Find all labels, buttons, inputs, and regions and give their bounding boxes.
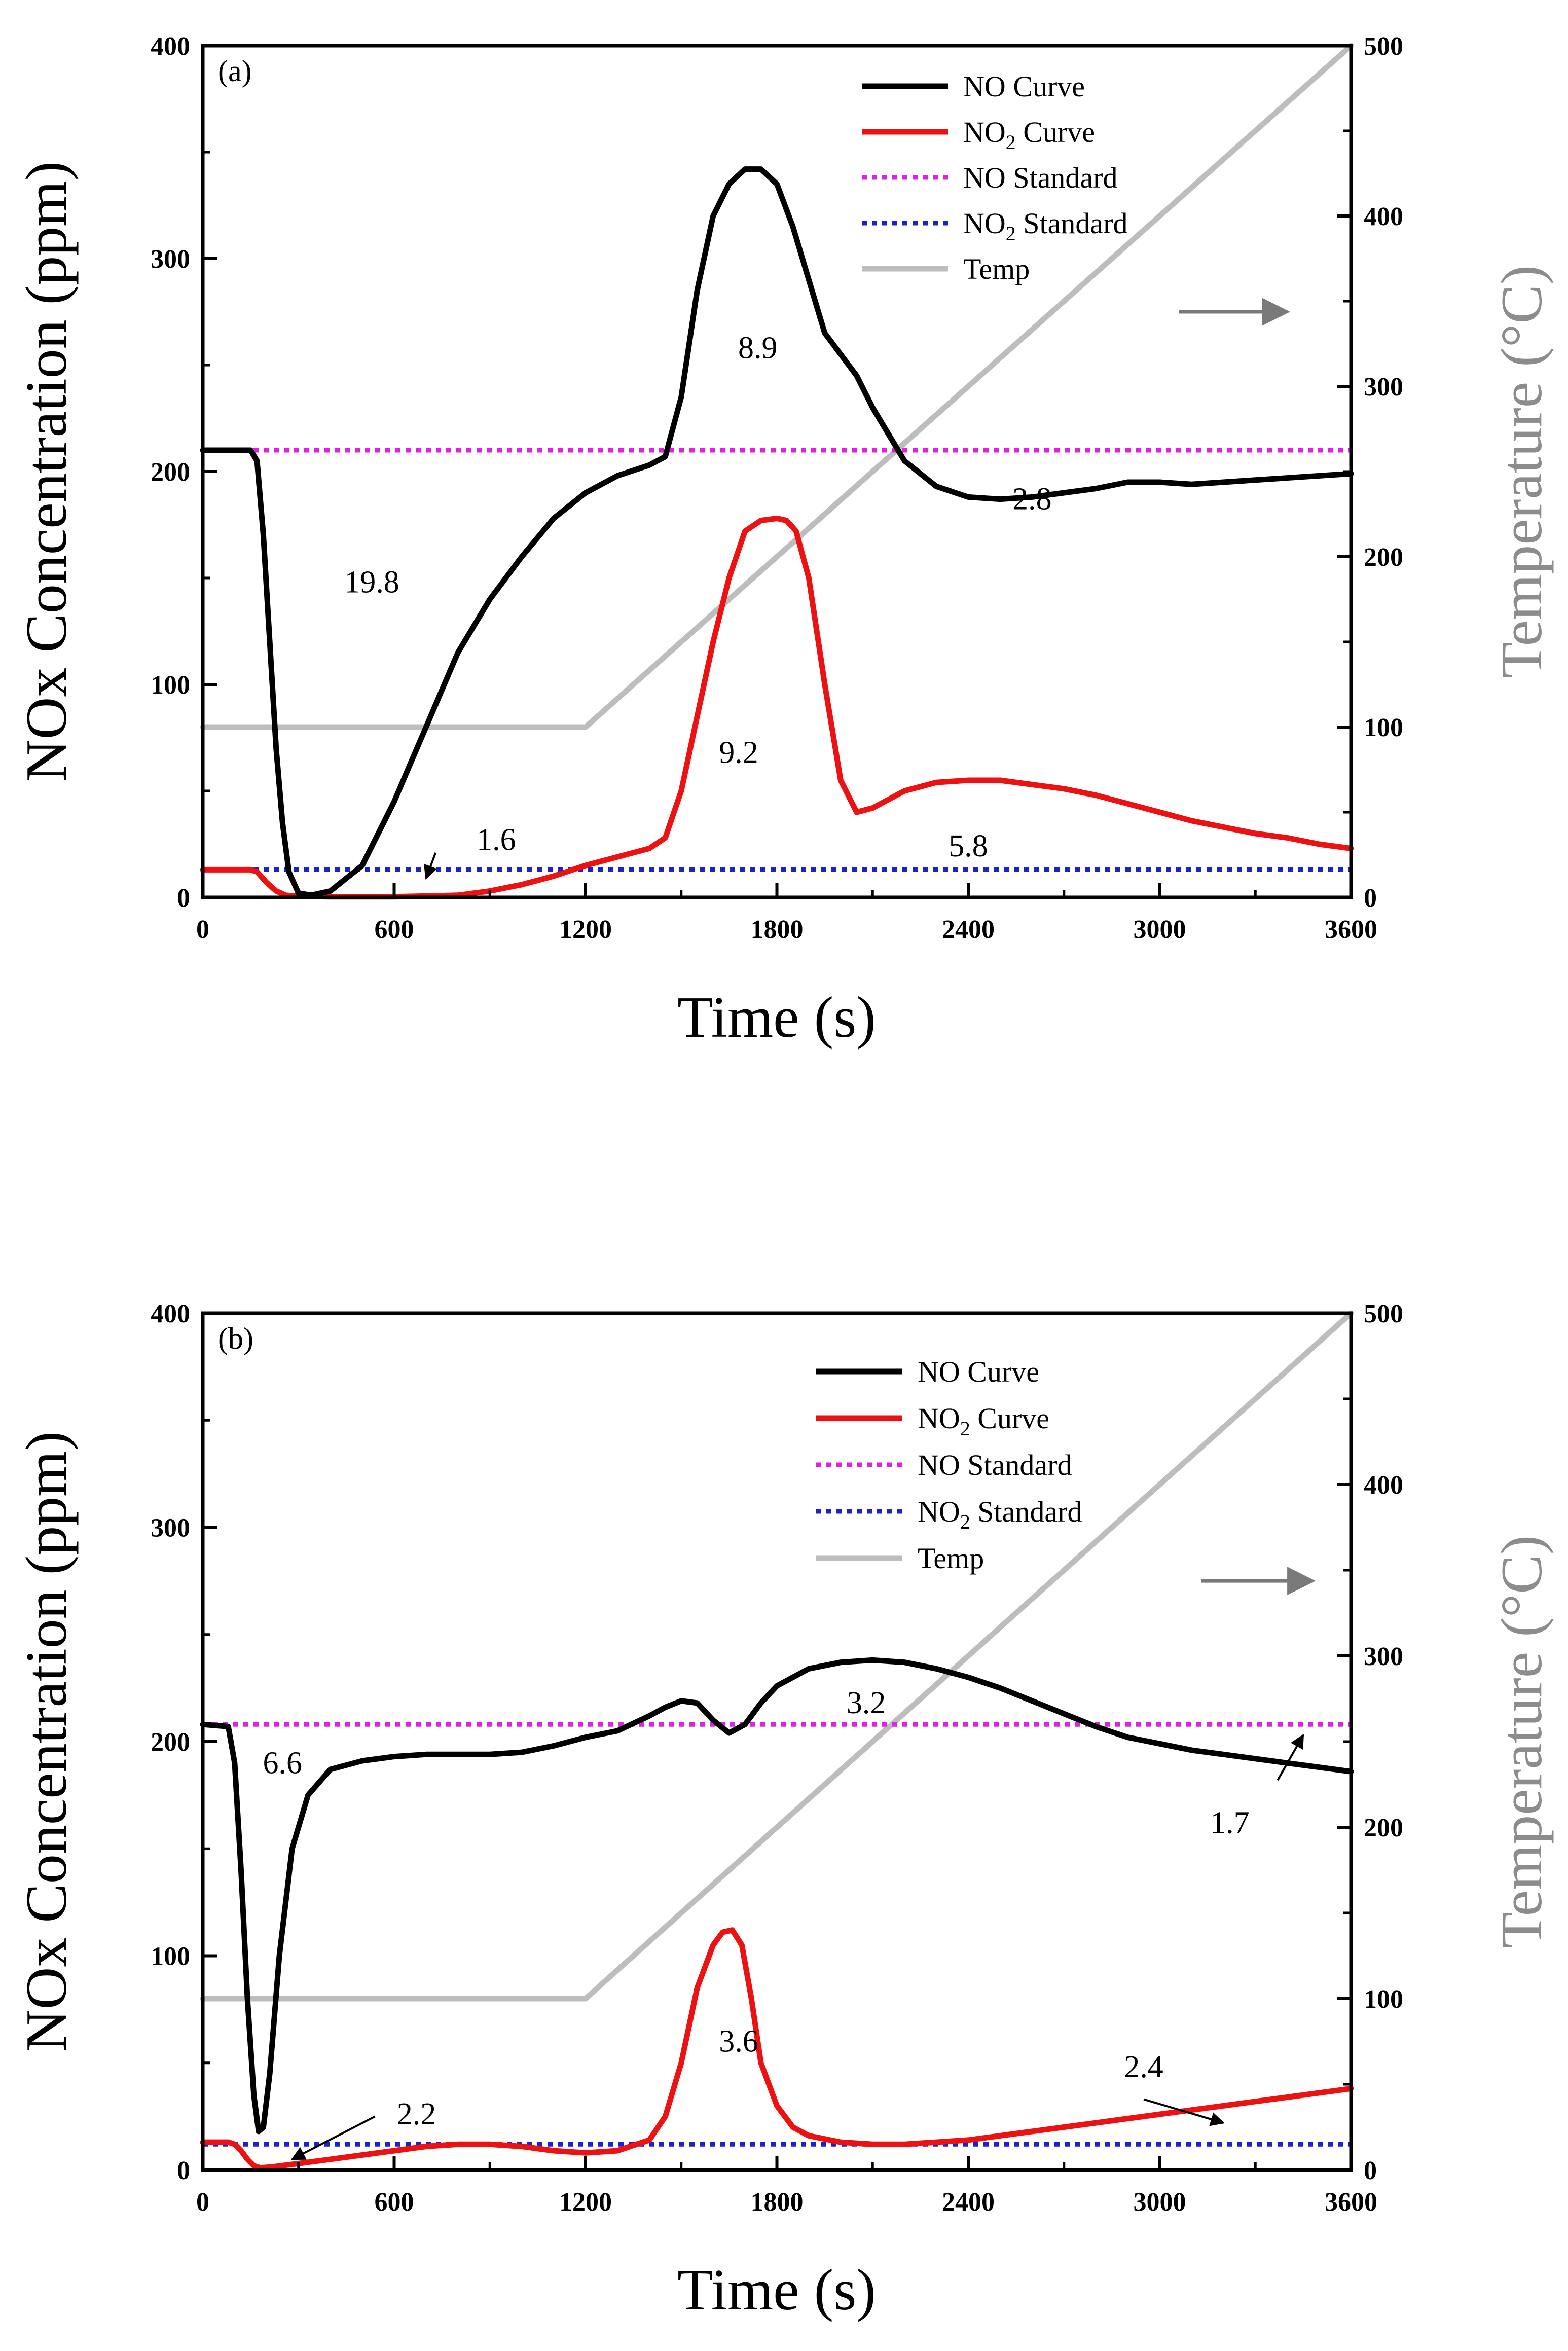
annotation-label: 9.2 — [719, 735, 758, 770]
series-temp-line — [200, 1310, 1354, 2002]
annotation-arrow — [1143, 2098, 1225, 2126]
legend-b: NO Curve NO2 Curve NO Standard NO2 Standard… — [816, 1355, 1082, 1575]
x-axis-title-b: Time (s) — [677, 2258, 876, 2323]
x-tick-label: 600 — [375, 915, 414, 944]
y-right-tick-label: 0 — [1364, 2156, 1377, 2185]
annotation-arrow — [290, 2115, 376, 2160]
y-right-tick-label: 500 — [1364, 1299, 1403, 1328]
y-right-tick-label: 100 — [1364, 713, 1403, 742]
y-tick-label: 300 — [151, 245, 190, 274]
x-tick-label: 0 — [196, 2188, 209, 2217]
series-no2-curve-line — [200, 1927, 1354, 2171]
legend-label-no2_std: NO2 Standard — [918, 1495, 1082, 1533]
y-axis-right-title-b: Temperature (°C) — [1489, 1535, 1554, 1948]
axis-ticks-a: 0 600 1200 1800 2400 3000 36000100200300400010… — [151, 32, 1403, 944]
y-tick-label: 100 — [151, 671, 190, 700]
annotation-label: 5.8 — [949, 829, 988, 863]
y-tick-label: 0 — [177, 884, 190, 913]
y-tick-label: 400 — [151, 32, 190, 61]
chart-panel-a: 0 600 1200 1800 2400 3000 36000100200300400010… — [14, 32, 1554, 1050]
y-right-tick-label: 400 — [1364, 202, 1403, 231]
plot-frame-a — [201, 44, 1353, 899]
x-tick-label: 0 — [196, 915, 209, 944]
x-tick-label: 1800 — [751, 2188, 804, 2217]
series-temp-line — [200, 43, 1354, 730]
series-no-curve-line — [200, 1657, 1354, 2135]
x-tick-label: 3600 — [1325, 915, 1377, 944]
x-tick-label: 3000 — [1134, 915, 1186, 944]
y-right-tick-label: 200 — [1364, 1814, 1403, 1842]
x-tick-label: 1800 — [751, 915, 804, 944]
x-tick-label: 3600 — [1325, 2188, 1377, 2217]
y-tick-label: 400 — [151, 1299, 190, 1328]
legend-label-no_curve: NO Curve — [963, 70, 1085, 103]
y-axis-title-b: NOx Concentration (ppm) — [14, 1431, 79, 2052]
y-tick-label: 200 — [151, 458, 190, 487]
annotation-label: 1.6 — [477, 823, 516, 857]
x-tick-label: 2400 — [942, 2188, 995, 2217]
y-right-tick-label: 100 — [1364, 1985, 1403, 2014]
legend-label-no2_std: NO2 Standard — [963, 207, 1127, 245]
annotation-label: 3.2 — [847, 1686, 886, 1720]
plot-area-a — [200, 43, 1354, 900]
annotation-arrow — [424, 852, 437, 880]
annotation-label: 19.8 — [344, 565, 399, 599]
x-tick-label: 1200 — [559, 2188, 612, 2217]
annotations-b: 6.6 3.2 1.7 3.6 2.2 2.4 — [263, 1567, 1316, 2160]
y-tick-label: 200 — [151, 1728, 190, 1757]
annotation-label: 3.6 — [719, 2024, 758, 2059]
y-tick-label: 0 — [177, 2156, 190, 2185]
chart-panel-b: 0 600 1200 1800 2400 3000 3600 0 100 200 300 400 0 10… — [14, 1299, 1554, 2323]
legend-label-no2_curve: NO2 Curve — [963, 116, 1095, 154]
plot-frame-b — [201, 1311, 1353, 2172]
plot-area-b — [200, 1310, 1354, 2171]
annotation-label: 2.2 — [397, 2097, 436, 2131]
x-axis-title-a: Time (s) — [677, 985, 876, 1050]
x-tick-label: 2400 — [942, 915, 995, 944]
x-tick-label: 3000 — [1134, 2188, 1186, 2217]
y-right-tick-label: 500 — [1364, 32, 1403, 61]
panel-label-b: (b) — [218, 1322, 253, 1355]
annotation-label: 6.6 — [263, 1746, 303, 1780]
axis-ticks-b: 0 600 1200 1800 2400 3000 3600 0 100 200 300 400 0 10… — [151, 1299, 1403, 2217]
y-axis-right-title-a: Temperature (°C) — [1489, 265, 1554, 678]
legend-label-temp: Temp — [963, 252, 1030, 285]
legend-label-no_std: NO Standard — [963, 161, 1117, 194]
legend-label-no_curve: NO Curve — [918, 1355, 1039, 1388]
legend-label-no2_curve: NO2 Curve — [918, 1402, 1049, 1440]
y-right-tick-label: 0 — [1364, 884, 1377, 913]
legend-label-no_std: NO Standard — [918, 1449, 1072, 1481]
series-no-curve-line — [200, 166, 1354, 898]
annotation-label: 8.9 — [738, 331, 778, 365]
legend-a: NO Curve NO2 Curve NO Standard NO2 Standard… — [862, 70, 1127, 285]
legend-label-temp: Temp — [918, 1542, 984, 1575]
y-tick-label: 300 — [151, 1514, 190, 1543]
y-right-tick-label: 400 — [1364, 1471, 1403, 1500]
annotation-label: 2.8 — [1012, 482, 1052, 517]
y-tick-label: 100 — [151, 1942, 190, 1971]
x-tick-label: 1200 — [559, 915, 612, 944]
y-right-tick-label: 200 — [1364, 543, 1403, 572]
annotation-label: 2.4 — [1124, 2050, 1163, 2084]
annotation-arrow — [1277, 1733, 1304, 1781]
annotations-a: 19.8 8.9 2.8 9.2 5.8 1.6 — [344, 298, 1290, 880]
y-right-tick-label: 300 — [1364, 373, 1403, 402]
y-right-tick-label: 300 — [1364, 1642, 1403, 1671]
annotation-label: 1.7 — [1210, 1806, 1250, 1840]
x-tick-label: 600 — [375, 2188, 414, 2217]
y-axis-title-a: NOx Concentration (ppm) — [14, 161, 79, 782]
panel-label-a: (a) — [218, 54, 252, 88]
